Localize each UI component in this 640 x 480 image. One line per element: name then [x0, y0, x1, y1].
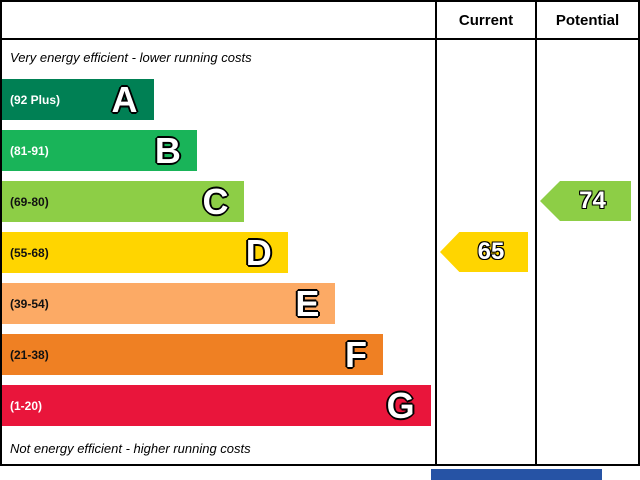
current-rating-value: 65	[477, 238, 505, 265]
current-rating-arrow: 65	[440, 232, 528, 272]
band-bar-a: (92 Plus) A	[2, 79, 154, 120]
band-row-f: (21-38) F	[2, 329, 435, 380]
chart-header-row: Current Potential	[2, 2, 638, 40]
band-bar-g: (1-20) G	[2, 385, 431, 426]
band-range-label: (81-91)	[10, 143, 49, 158]
top-caption: Very energy efficient - lower running co…	[10, 49, 252, 65]
band-range-label: (92 Plus)	[10, 92, 61, 107]
band-row-g: (1-20) G	[2, 380, 435, 431]
band-bar-b: (81-91) B	[2, 130, 197, 171]
band-letter: C	[202, 180, 229, 222]
current-column-header: Current	[435, 2, 535, 38]
band-letter: A	[111, 78, 138, 120]
footer-strip	[431, 469, 602, 480]
band-chart-area: Very energy efficient - lower running co…	[2, 40, 435, 464]
potential-column-header: Potential	[535, 2, 638, 38]
band-row-e: (39-54) E	[2, 278, 435, 329]
potential-rating-value: 74	[579, 187, 606, 214]
band-letter: D	[245, 231, 272, 273]
band-range-label: (1-20)	[10, 398, 43, 413]
band-range-label: (69-80)	[10, 194, 49, 209]
band-letter: F	[345, 333, 368, 375]
band-row-b: (81-91) B	[2, 125, 435, 176]
band-bar-f: (21-38) F	[2, 333, 384, 375]
current-rating-column: 65	[435, 40, 535, 464]
band-bar-d: (55-68) D	[2, 232, 288, 273]
band-range-label: (21-38)	[10, 347, 49, 362]
potential-rating-arrow: 74	[540, 181, 631, 221]
chart-body: Very energy efficient - lower running co…	[2, 40, 638, 464]
epc-chart: Current Potential Very energy efficient …	[0, 0, 640, 466]
band-bar-c: (69-80) C	[2, 180, 245, 222]
band-row-c: (69-80) C	[2, 176, 435, 227]
header-spacer	[2, 2, 435, 38]
potential-rating-column: 74	[535, 40, 638, 464]
band-row-d: (55-68) D	[2, 227, 435, 278]
band-letter: G	[386, 384, 415, 426]
band-bar-e: (39-54) E	[2, 282, 336, 324]
band-letter: B	[154, 129, 181, 171]
band-row-a: (92 Plus) A	[2, 74, 435, 125]
band-range-label: (55-68)	[10, 245, 49, 260]
bottom-caption: Not energy efficient - higher running co…	[10, 441, 251, 456]
band-range-label: (39-54)	[10, 296, 49, 311]
band-letter: E	[295, 282, 320, 324]
